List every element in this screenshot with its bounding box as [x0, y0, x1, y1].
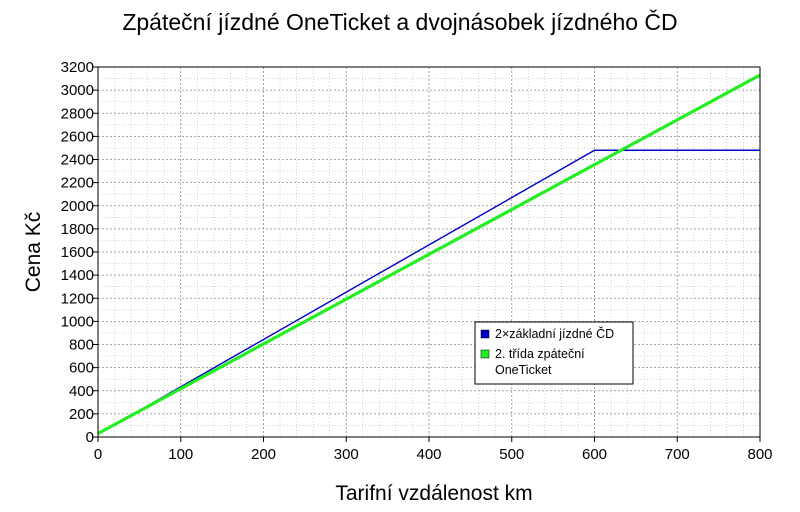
y-tick-label: 600 [69, 360, 94, 377]
y-tick-label: 2000 [61, 198, 94, 215]
x-tick-label: 0 [94, 446, 102, 463]
y-tick-label: 2600 [61, 128, 94, 145]
legend-swatch-1 [480, 329, 490, 339]
y-tick-label: 0 [86, 429, 94, 446]
series-layer [97, 73, 761, 435]
x-tick-label: 100 [168, 446, 193, 463]
legend-label-1: 2×základní jízdné ČD [495, 326, 614, 341]
series-line-1 [97, 149, 760, 435]
y-tick-label: 3000 [61, 82, 94, 99]
y-tick-label: 800 [69, 337, 94, 354]
y-tick-label: 1800 [61, 221, 94, 238]
y-tick-label: 3200 [61, 59, 94, 76]
x-tick-label: 800 [747, 446, 772, 463]
y-tick-label: 200 [69, 406, 94, 423]
y-tick-label: 400 [69, 383, 94, 400]
legend-box [474, 321, 634, 385]
x-tick-label: 400 [416, 446, 441, 463]
y-axis-title: Cena Kč [22, 212, 45, 293]
x-tick-label: 200 [251, 446, 276, 463]
y-tick-label: 2800 [61, 105, 94, 122]
chart-title: Zpáteční jízdné OneTicket a dvojnásobek … [122, 8, 677, 35]
y-tick-label: 1400 [61, 267, 94, 284]
y-tick-label: 1000 [61, 313, 94, 330]
x-tick-label: 500 [499, 446, 524, 463]
legend-label-2: 2. třída zpáteční OneTicket [495, 347, 585, 377]
y-tick-label: 2400 [61, 152, 94, 169]
y-axis-ticks: 0 200 400 600 800 1000 1200 1400 1600 1800 2000 220… [61, 59, 98, 446]
y-tick-label: 1600 [61, 244, 94, 261]
x-axis-title: Tarifní vzdálenost km [335, 482, 532, 505]
x-tick-label: 300 [334, 446, 359, 463]
x-tick-label: 700 [665, 446, 690, 463]
series-line-2 [97, 73, 761, 435]
legend-swatch-2 [480, 349, 490, 359]
legend: 2×základní jízdné ČD 2. třída zpáteční One… [474, 321, 634, 385]
x-tick-label: 600 [582, 446, 607, 463]
y-tick-label: 1200 [61, 290, 94, 307]
x-axis-ticks: 0 100 200 300 400 500 600 700 800 [94, 437, 773, 463]
y-tick-label: 2200 [61, 175, 94, 192]
